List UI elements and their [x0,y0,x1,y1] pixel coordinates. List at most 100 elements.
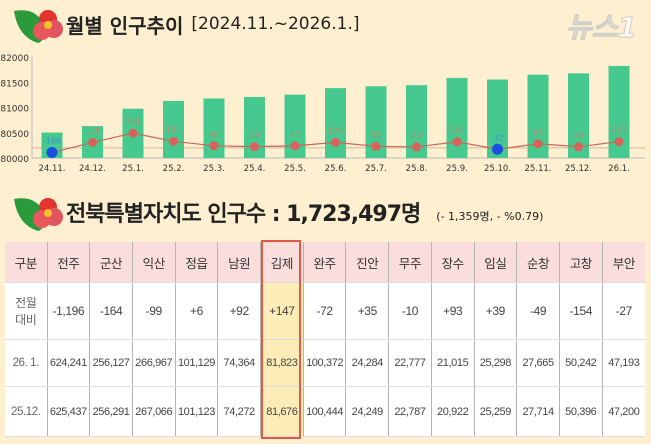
table-cell: 74,364 [217,339,261,387]
section-title: 월별 인구추이 [66,13,184,38]
table-cell: 100,372 [302,339,346,387]
bar [608,65,630,158]
row-label: 25.12. [5,386,47,437]
column-header: 구분 [5,242,47,283]
x-tick-label: 25.12. [565,164,592,174]
change-point [574,142,583,152]
change-data-label: 143 [449,126,464,135]
change-data-label: 49 [209,130,219,139]
column-header: 무주 [388,242,432,283]
x-tick-label: 25.4. [244,164,266,174]
x-tick-label: 25.2. [163,164,185,174]
table-cell: 256,127 [89,339,133,387]
table-cell: +147 [260,282,304,340]
change-data-label: 23 [411,131,421,140]
table-row: 26. 1. 624,241 256,127 266,967 101,129 74,364… [5,339,645,387]
camellia-logo-icon [10,191,64,233]
column-header: 장수 [430,242,475,283]
x-tick-label: 25.10. [484,164,511,174]
table-header-row: 구분 전주 군산 익산 정읍 남원 김제 완주 진안 무주 장수 임실 순창 고창 부안 [5,242,645,283]
x-tick-label: 25.11. [524,164,551,174]
x-tick-label: 25.6. [325,164,347,174]
date-range: [2024.11.~2026.1.] [191,14,360,34]
population-table: 구분 전주 군산 익산 정읍 남원 김제 완주 진안 무주 장수 임실 순창 고창 부안 전월 대비 -1,19… [5,242,645,437]
table-cell: 266,967 [131,339,176,387]
change-point [290,141,300,151]
table-cell: -27 [601,282,645,340]
change-point [169,136,178,146]
table-cell: 81,676 [260,386,304,437]
change-data-label: -32 [491,133,504,142]
x-tick-label: 24.12. [79,164,106,174]
column-header: 임실 [473,242,517,283]
table-cell: 624,241 [46,339,90,387]
change-data-label: 26 [573,131,583,140]
table-row: 전월 대비 -1,196 -164 -99 +6 +92 +147 -72 +35 -10 +93 +3… [5,282,645,340]
change-data-label: 29 [249,131,259,140]
column-header: 전주 [46,242,90,283]
table-cell: 50,396 [558,386,603,437]
change-point [128,128,138,138]
table-cell: 74,272 [217,386,261,437]
column-header: 익산 [131,242,176,283]
change-data-label: 129 [328,126,343,135]
population-change: (- 1,359명, - %0.79) [436,210,544,223]
change-point [46,147,58,159]
change-point [88,137,97,147]
province-population-title: 전북특별자치도 인구수 : 1,723,497명 (- 1,359명, - %0… [10,188,543,236]
change-point [452,137,462,147]
table-cell: 101,123 [174,386,218,437]
population-chart: 80000 80500 81000 81500 82000 24.11. 24.12. 25.… [0,54,645,174]
table-cell: +35 [345,282,389,340]
table-row: 25.12. 625,437 256,291 267,066 101,123 74,272… [5,386,645,437]
table-cell: 101,129 [174,339,218,387]
monthly-trend-title: 월별 인구추이 [2024.11.~2026.1.] [10,3,359,45]
change-data-label: 47 [290,130,300,139]
table-cell: 267,066 [131,386,176,437]
bar [365,86,387,158]
column-header: 완주 [302,242,346,283]
table-cell: -10 [388,282,432,340]
table-cell: 81,823 [260,339,304,387]
table-cell: -49 [516,282,560,340]
camellia-logo-icon [10,3,64,45]
table-cell: -154 [558,282,603,340]
table-cell: +92 [217,282,261,340]
table-cell: +93 [430,282,475,340]
table-cell: -99 [131,282,176,340]
x-tick-label: 24.11. [38,164,65,174]
change-data-label: 344 [125,117,140,126]
table-cell: 27,714 [516,386,560,437]
bar [163,100,184,158]
table-cell: +6 [174,282,218,340]
change-data-label: -108 [43,137,61,146]
table-cell: 25,259 [473,386,517,437]
table-cell: 47,193 [601,339,645,387]
bar [203,98,225,158]
table-cell: +39 [473,282,517,340]
bar [568,73,589,158]
change-point [331,137,340,147]
bar [284,94,306,158]
table-cell: 50,242 [558,339,603,387]
row-label: 전월 대비 [5,282,47,340]
table-cell: 47,200 [601,386,645,437]
table-cell: 256,291 [89,386,133,437]
column-header: 순창 [516,242,560,283]
column-header: 부안 [601,242,645,283]
change-point [533,139,543,149]
change-data-label: 36 [371,130,381,139]
column-header: 진안 [345,242,389,283]
table-cell: 20,922 [430,386,475,437]
table-cell: 24,284 [345,339,389,387]
table-cell: 22,777 [388,339,432,387]
table-cell: 25,298 [473,339,517,387]
change-data-label: 96 [533,128,543,137]
x-tick-label: 25.9. [446,164,468,174]
column-header: 군산 [89,242,133,283]
x-tick-label: 25.1. [122,164,144,174]
change-data-label: 147 [611,126,626,135]
table-cell: 100,444 [302,386,346,437]
bar [487,79,508,158]
change-point [209,141,219,151]
